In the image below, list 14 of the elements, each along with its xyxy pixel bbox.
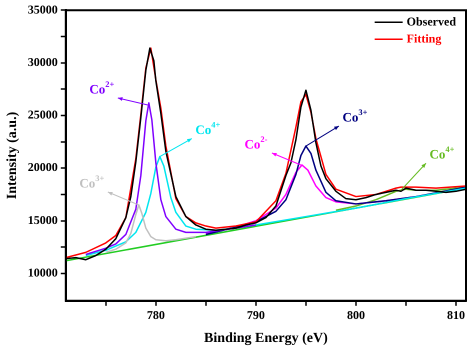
y-tick-label: 20000 bbox=[28, 160, 58, 174]
x-tick-label: 780 bbox=[146, 308, 165, 322]
y-tick-label: 35000 bbox=[28, 2, 58, 16]
y-tick-label: 25000 bbox=[28, 108, 58, 122]
x-tick-label: 810 bbox=[446, 308, 465, 322]
x-tick-label: 790 bbox=[246, 308, 265, 322]
x-axis-title: Binding Energy (eV) bbox=[204, 331, 328, 346]
y-tick-label: 15000 bbox=[28, 212, 58, 227]
y-tick-label: 10000 bbox=[28, 266, 58, 280]
legend-label: Fitting bbox=[406, 31, 442, 46]
y-axis-title: Intensity (a.u.) bbox=[5, 111, 20, 200]
legend-label: Observed bbox=[406, 14, 456, 28]
x-tick-label: 800 bbox=[346, 308, 365, 322]
y-tick-label: 30000 bbox=[28, 54, 58, 69]
